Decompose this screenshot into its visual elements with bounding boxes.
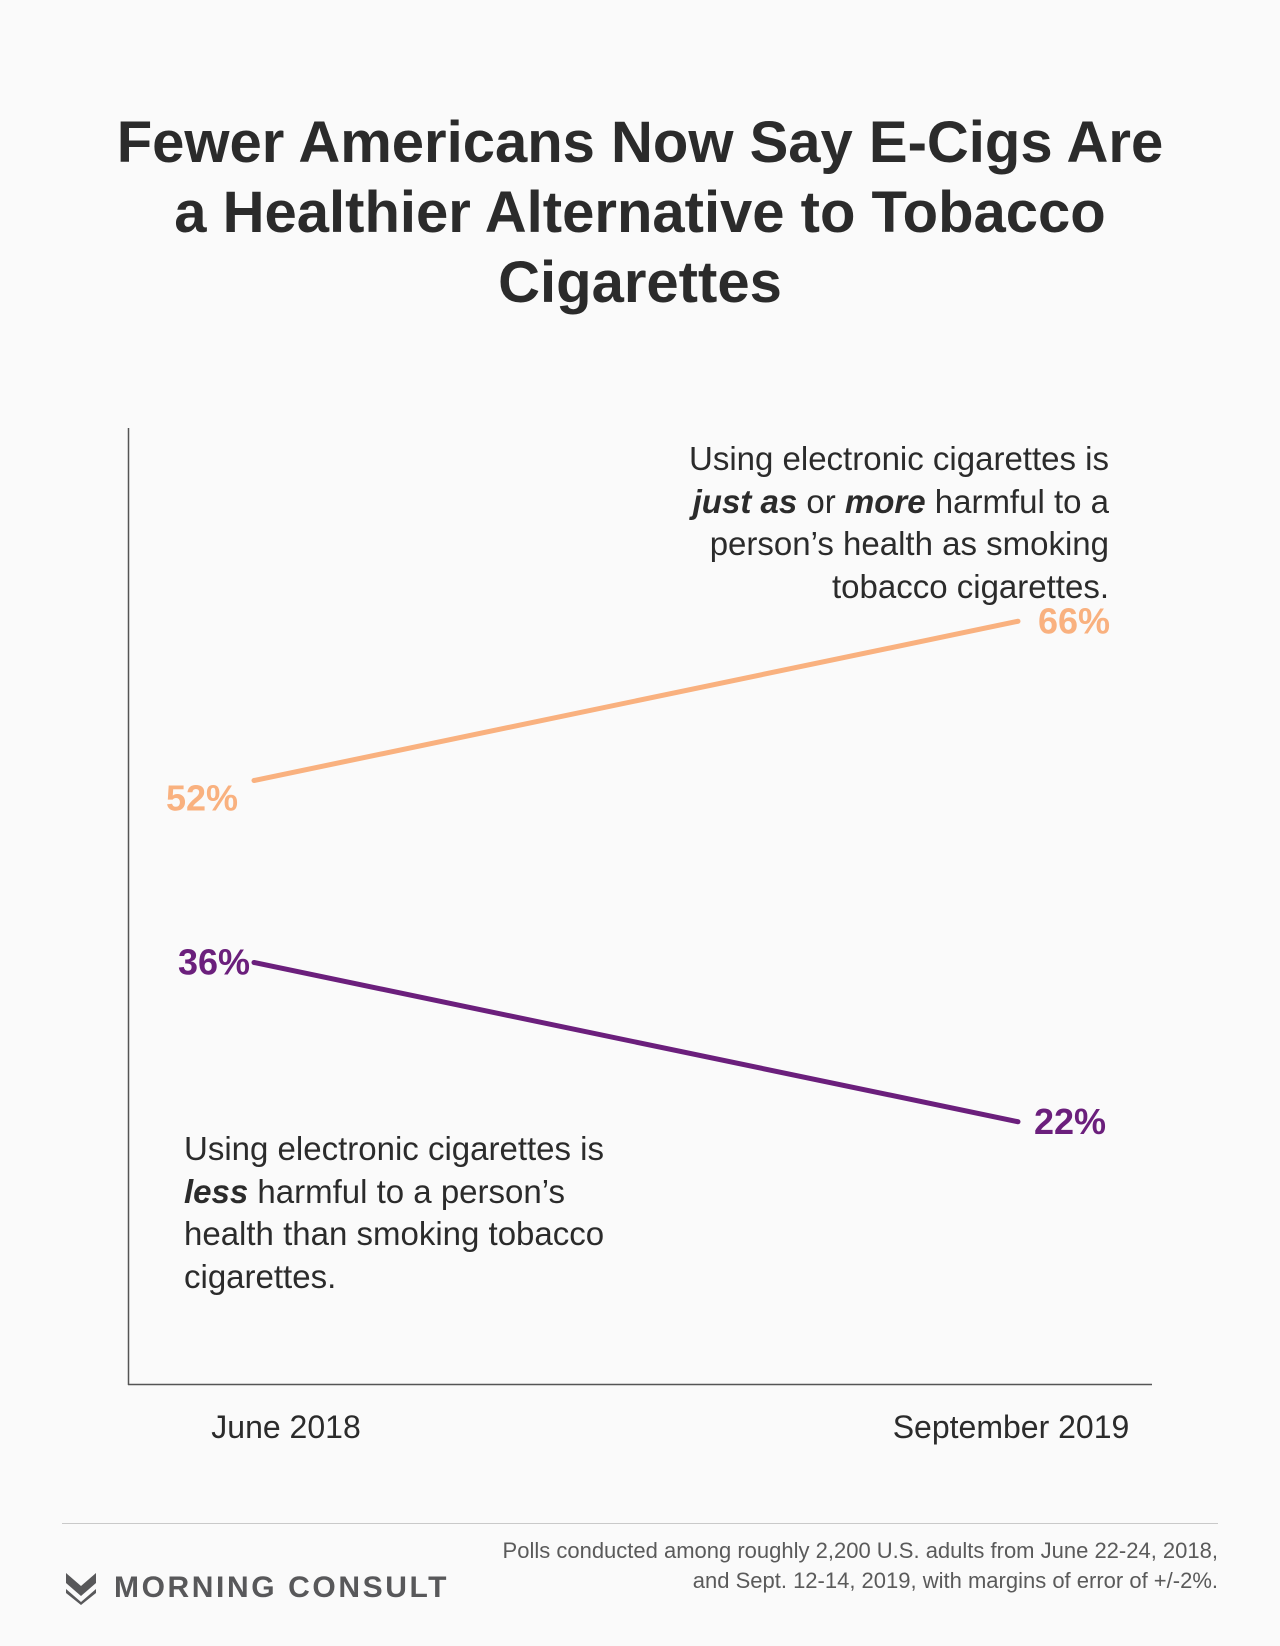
harmful-annotation-emphasis-just-as: just as — [692, 482, 798, 520]
harmful-annotation-part-3: harmful to a person’s health as smoking … — [709, 482, 1109, 605]
brand-name: MORNING CONSULT — [114, 1571, 450, 1604]
less-annotation-part-2: harmful to a person’s health than smokin… — [184, 1172, 605, 1295]
harmful-annotation-emphasis-more: more — [844, 482, 926, 520]
harmful-annotation: Using electronic cigarettes is just as o… — [629, 438, 1109, 608]
less-data-label-1: 36% — [178, 942, 250, 983]
chart-title: Fewer Americans Now Say E-Cigs Are a Hea… — [116, 110, 1164, 315]
morning-consult-logo: MORNING CONSULT — [64, 1568, 449, 1608]
harmful-series-line — [251, 618, 1021, 783]
harmful-annotation-part-2: or — [797, 482, 845, 520]
less-harmful-annotation: Using electronic cigarettes is less harm… — [184, 1128, 664, 1298]
x-tick-label-2: September 2019 — [893, 1409, 1130, 1445]
less-annotation-part-1: Using electronic cigarettes is — [184, 1130, 605, 1167]
harmful-data-label-2: 66% — [1038, 600, 1110, 641]
harmful-annotation-part-1: Using electronic cigarettes is — [688, 440, 1109, 477]
footer-divider — [62, 1523, 1218, 1524]
less-series-line — [251, 960, 1021, 1125]
harmful-data-label-1: 52% — [166, 778, 238, 819]
less-annotation-emphasis-less: less — [184, 1172, 249, 1210]
source-note: Polls conducted among roughly 2,200 U.S.… — [502, 1538, 1218, 1593]
less-data-label-2: 22% — [1034, 1101, 1106, 1142]
morning-consult-logo-icon — [66, 1573, 96, 1605]
x-tick-label-1: June 2018 — [211, 1409, 360, 1445]
